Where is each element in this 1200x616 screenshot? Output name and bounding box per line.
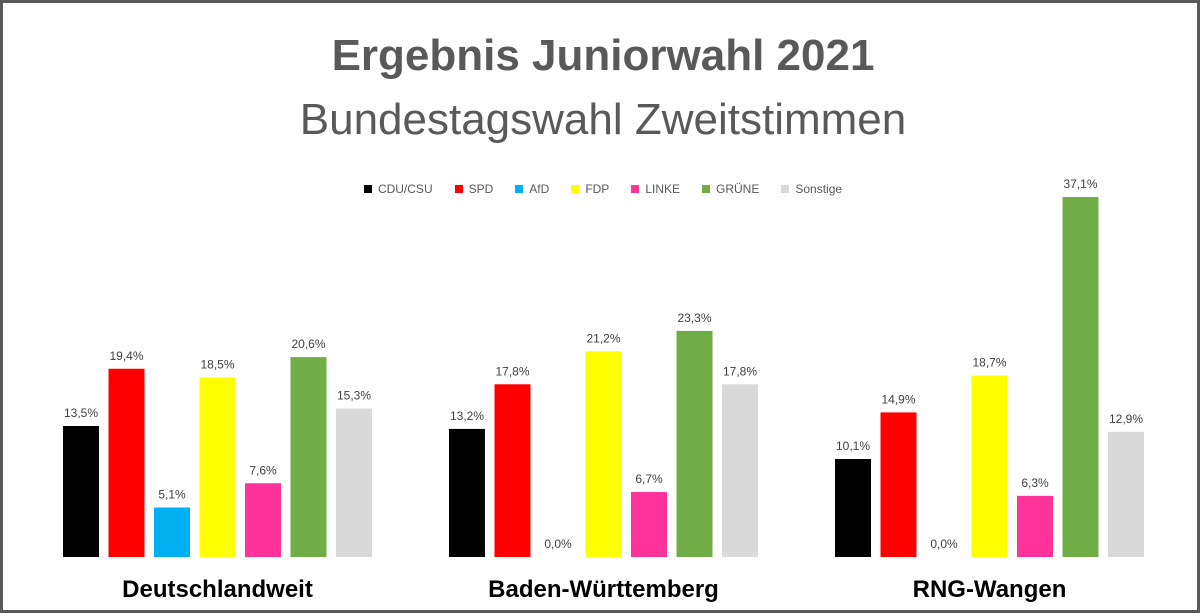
bar-spd <box>108 368 145 557</box>
chart-title: Ergebnis Juniorwahl 2021 <box>331 31 875 80</box>
category-label: Baden-Württemberg <box>488 576 719 603</box>
data-label: 15,3% <box>337 389 371 403</box>
data-label: 21,2% <box>586 331 620 345</box>
bar-linke <box>1017 495 1053 557</box>
data-label: 23,3% <box>677 311 711 325</box>
legend-swatch <box>515 185 524 193</box>
bar-cdu-csu <box>835 458 871 557</box>
data-label: 5,1% <box>158 488 186 502</box>
data-label: 12,9% <box>1109 412 1143 426</box>
bar-linke <box>245 483 281 557</box>
data-label: 18,7% <box>972 356 1006 370</box>
bar-fdp <box>585 351 622 557</box>
legend-label: AfD <box>529 182 550 196</box>
data-label: 18,5% <box>200 357 234 371</box>
data-label: 20,6% <box>291 337 325 351</box>
chart-subtitle: Bundestagswahl Zweitstimmen <box>299 95 907 144</box>
bar-grüne <box>290 357 327 557</box>
legend-label: FDP <box>585 182 610 196</box>
legend-item: CDU/CSU <box>363 182 433 196</box>
bar-sonstige <box>336 408 372 557</box>
bar-afd <box>154 507 190 557</box>
legend-item: SPD <box>454 182 494 196</box>
legend-swatch <box>702 185 710 193</box>
data-label: 10,1% <box>836 439 870 453</box>
chart-legend: CDU/CSU SPD AfD FDP LINKE GRÜNE Sonstige <box>3 182 1200 196</box>
data-label: 6,7% <box>635 472 663 486</box>
data-label: 19,4% <box>109 349 143 363</box>
legend-label: SPD <box>468 182 494 196</box>
legend-swatch <box>631 185 640 193</box>
data-label: 0,0% <box>544 537 572 551</box>
bar-sonstige <box>722 384 758 557</box>
bar-spd <box>494 384 531 557</box>
legend-item: LINKE <box>631 182 680 196</box>
legend-label: CDU/CSU <box>377 182 433 196</box>
bar-fdp <box>199 377 236 557</box>
legend-label: LINKE <box>645 182 680 196</box>
data-label: 17,8% <box>723 364 757 378</box>
legend-label: GRÜNE <box>716 182 760 196</box>
legend-label: Sonstige <box>795 182 843 196</box>
legend-item: Sonstige <box>781 182 842 196</box>
data-label: 14,9% <box>881 392 915 406</box>
data-label: 6,3% <box>1021 476 1049 490</box>
legend-swatch <box>363 185 372 193</box>
category-label: Deutschlandweit <box>122 576 313 603</box>
bar-grüne <box>676 330 713 557</box>
data-label: 17,8% <box>495 364 529 378</box>
data-label: 7,6% <box>249 463 277 477</box>
legend-swatch <box>781 185 790 193</box>
legend-item: AfD <box>515 182 549 196</box>
bar-sonstige <box>1108 431 1144 557</box>
bar-cdu-csu <box>63 426 99 557</box>
legend-swatch <box>571 185 580 193</box>
legend-swatch <box>454 185 463 193</box>
bar-linke <box>631 491 667 557</box>
legend-item: FDP <box>571 182 609 196</box>
category-label: RNG-Wangen <box>913 576 1067 603</box>
data-label: 13,5% <box>64 406 98 420</box>
data-label: 13,2% <box>450 409 484 423</box>
bar-chart: 13,5% 19,4% 5,1% 18,5% 7,6% 20,6% 15,3% Deutsch… <box>63 177 1144 603</box>
legend-item: GRÜNE <box>702 182 759 196</box>
bar-grüne <box>1062 197 1099 557</box>
bar-cdu-csu <box>449 428 485 557</box>
data-label: 0,0% <box>930 537 958 551</box>
bar-fdp <box>971 375 1008 557</box>
data-label: 37,1% <box>1063 177 1097 191</box>
bar-spd <box>880 412 917 557</box>
